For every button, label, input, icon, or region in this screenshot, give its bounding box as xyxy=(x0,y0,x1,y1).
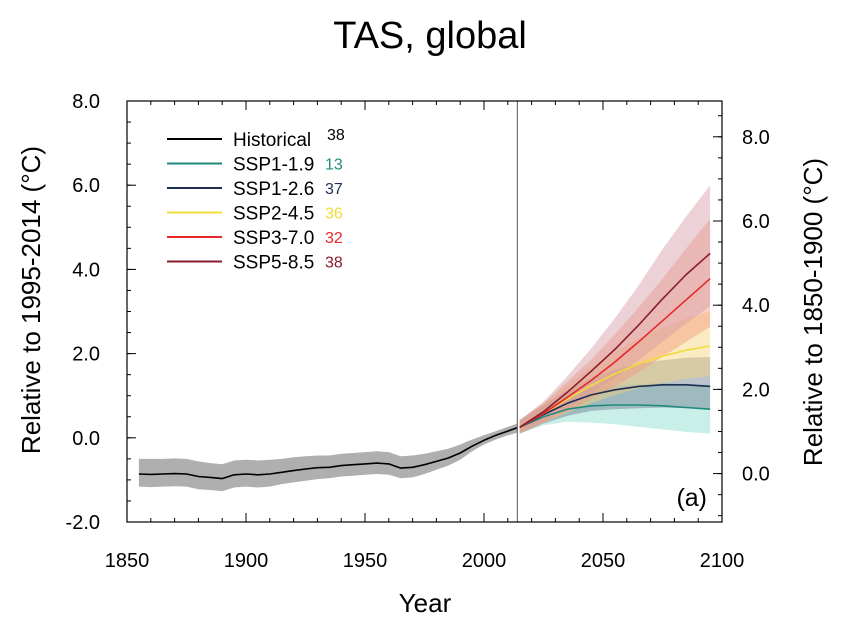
line-historical xyxy=(138,426,518,480)
band-historical xyxy=(138,423,518,492)
uncertainty-bands xyxy=(138,185,711,492)
band-ssp3-7-0 xyxy=(519,218,711,434)
legend-count-historical: 38 xyxy=(327,127,345,144)
x-tick-label: 2100 xyxy=(700,550,745,572)
y-right-tick-label: 6.0 xyxy=(742,211,770,233)
legend: Historical 38 SSP1-1.9 13 SSP1-2.6 37 SSP2-4.5… xyxy=(167,127,345,274)
line-ssp5-8-5 xyxy=(519,252,711,428)
band-ssp1-1-9 xyxy=(519,383,711,434)
y-left-tick-label: 4.0 xyxy=(72,259,100,281)
x-tick-label: 1850 xyxy=(105,550,150,572)
y-left-tick-label: -2.0 xyxy=(66,512,100,534)
y-right-tick-label: 8.0 xyxy=(742,127,770,149)
legend-label-ssp3-7-0: SSP3-7.0 xyxy=(233,228,314,249)
chart-title: TAS, global xyxy=(333,15,527,57)
band-ssp1-2-6 xyxy=(519,357,711,434)
line-ssp1-2-6 xyxy=(519,383,711,429)
legend-count-ssp1-1-9: 13 xyxy=(325,157,343,174)
y-right-tick-label: 4.0 xyxy=(742,295,770,317)
y-axis-label-right: Relative to 1850-1900 (°C) xyxy=(798,158,828,466)
x-tick-label: 2000 xyxy=(462,550,507,572)
legend-count-ssp1-2-6: 37 xyxy=(325,181,343,198)
y-axis-label-left: Relative to 1995-2014 (°C) xyxy=(16,146,46,454)
legend-label-ssp5-8-5: SSP5-8.5 xyxy=(233,253,314,274)
y-right-tick-label: 2.0 xyxy=(742,379,770,401)
legend-label-ssp2-4-5: SSP2-4.5 xyxy=(233,204,314,225)
legend-label-ssp1-2-6: SSP1-2.6 xyxy=(233,179,314,200)
band-ssp5-8-5 xyxy=(519,185,711,434)
legend-count-ssp5-8-5: 38 xyxy=(325,255,343,272)
line-ssp3-7-0 xyxy=(519,278,711,428)
legend-count-ssp3-7-0: 32 xyxy=(325,230,343,247)
legend-label-ssp1-1-9: SSP1-1.9 xyxy=(233,155,314,176)
axis-tick-labels: 1850 1900 1950 2000 2050 2100 -2.0 0.0 2.0 4.0 6.0… xyxy=(66,91,770,572)
y-left-tick-label: 8.0 xyxy=(72,91,100,113)
x-axis-label: Year xyxy=(399,588,452,618)
x-tick-label: 1950 xyxy=(343,550,388,572)
legend-count-ssp2-4-5: 36 xyxy=(325,206,343,223)
y-left-tick-label: 0.0 xyxy=(72,428,100,450)
series-lines xyxy=(138,252,711,480)
y-right-tick-label: 0.0 xyxy=(742,464,770,486)
x-tick-label: 1900 xyxy=(224,550,269,572)
panel-label: (a) xyxy=(676,484,707,512)
line-ssp1-1-9 xyxy=(519,404,711,429)
y-left-tick-label: 6.0 xyxy=(72,175,100,197)
legend-label-historical: Historical xyxy=(233,130,311,151)
axis-ticks xyxy=(126,100,723,523)
plot-area xyxy=(126,100,723,523)
y-left-tick-label: 2.0 xyxy=(72,344,100,366)
x-tick-label: 2050 xyxy=(581,550,626,572)
